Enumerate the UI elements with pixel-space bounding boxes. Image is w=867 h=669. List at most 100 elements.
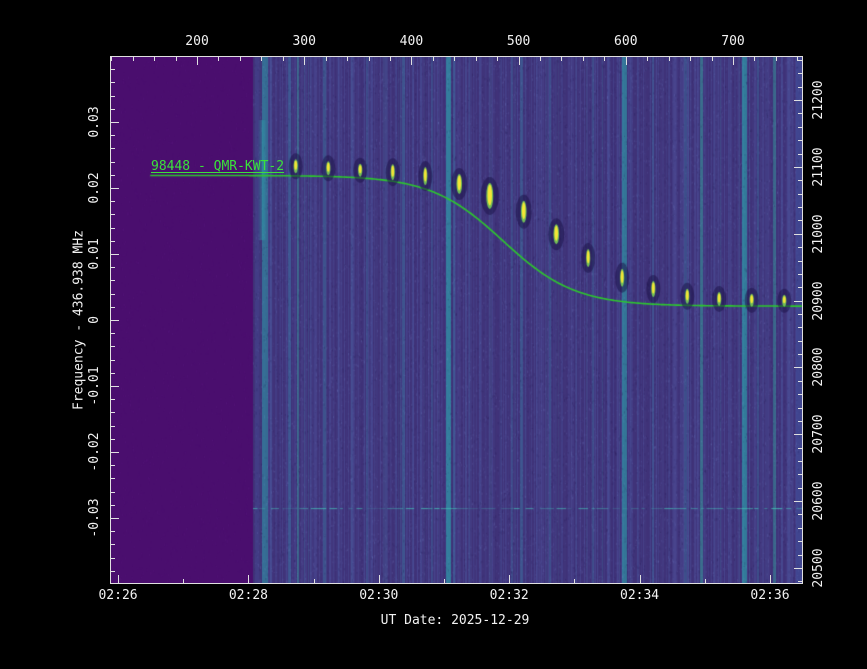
top-axis-minor-tick: [647, 57, 649, 61]
bottom-axis-major-tick: [378, 575, 380, 583]
left-axis-minor-tick: [111, 293, 115, 295]
right-axis-tick-label: 21200: [811, 80, 826, 120]
satellite-label: 98448 - QMR-KWT-2: [151, 159, 285, 174]
bottom-axis-minor-tick: [443, 579, 445, 583]
right-axis-minor-tick: [798, 527, 802, 529]
right-axis-minor-tick: [798, 461, 802, 463]
left-axis-minor-tick: [111, 438, 115, 440]
bottom-axis-tick-label: 02:28: [228, 588, 268, 603]
right-axis-minor-tick: [798, 73, 802, 75]
top-axis-tick-label: 600: [614, 34, 638, 49]
left-axis-minor-tick: [111, 570, 115, 572]
bottom-axis-minor-tick: [704, 579, 706, 583]
top-axis-minor-tick: [497, 57, 499, 61]
bottom-axis-tick-label: 02:34: [619, 588, 660, 603]
x-axis-title: UT Date: 2025-12-29: [380, 613, 530, 628]
top-axis-tick-label: 500: [506, 34, 531, 49]
left-axis-minor-tick: [111, 69, 115, 71]
left-axis-minor-tick: [111, 82, 115, 84]
top-axis-major-tick: [304, 57, 306, 65]
left-axis-tick-label: 0: [87, 316, 102, 324]
left-axis-minor-tick: [111, 95, 115, 97]
top-axis-major-tick: [518, 57, 520, 65]
top-axis-minor-tick: [668, 57, 670, 61]
right-axis-minor-tick: [798, 354, 802, 356]
top-axis-major-tick: [411, 57, 413, 65]
right-axis-minor-tick: [798, 60, 802, 61]
bottom-axis-minor-tick: [183, 579, 185, 583]
left-axis-minor-tick: [111, 214, 115, 216]
bottom-axis-major-tick: [639, 575, 641, 583]
left-axis-minor-tick: [111, 135, 115, 137]
top-axis-tick-label: 400: [399, 34, 424, 49]
left-axis-major-tick: [111, 320, 119, 321]
right-axis-major-tick: [794, 567, 802, 569]
left-axis-minor-tick: [111, 412, 115, 414]
right-axis-tick-label: 20600: [811, 481, 826, 521]
top-axis-tick-label: 200: [185, 34, 209, 49]
right-axis-minor-tick: [798, 487, 802, 489]
top-axis-minor-tick: [389, 57, 391, 61]
top-axis-minor-tick: [754, 57, 756, 61]
top-axis-minor-tick: [690, 57, 692, 61]
right-axis-major-tick: [794, 300, 802, 302]
left-axis-major-tick: [111, 254, 119, 255]
right-axis-minor-tick: [798, 273, 802, 275]
bottom-axis-major-tick: [509, 575, 511, 583]
right-axis-minor-tick: [798, 126, 802, 128]
left-axis-minor-tick: [111, 267, 115, 269]
right-axis-minor-tick: [798, 140, 802, 142]
left-axis-minor-tick: [111, 425, 115, 427]
left-axis-tick-label: -0.03: [87, 498, 102, 538]
top-axis-minor-tick: [325, 57, 327, 61]
top-axis-minor-tick: [454, 57, 456, 61]
left-axis-minor-tick: [111, 399, 115, 401]
left-axis-tick-label: 0.01: [87, 238, 102, 270]
left-axis-minor-tick: [111, 201, 115, 203]
right-axis-minor-tick: [798, 313, 802, 315]
top-axis-minor-tick: [582, 57, 584, 61]
bottom-axis-tick-label: 02:30: [359, 588, 399, 603]
right-axis-minor-tick: [798, 260, 802, 262]
right-axis-minor-tick: [798, 407, 802, 409]
right-axis-minor-tick: [798, 287, 802, 289]
top-axis-minor-tick: [797, 57, 799, 61]
right-axis-minor-tick: [798, 420, 802, 422]
right-axis-minor-tick: [798, 554, 802, 556]
right-axis-major-tick: [794, 501, 802, 503]
top-axis-major-tick: [625, 57, 627, 65]
top-axis-tick-label: 300: [292, 34, 316, 49]
right-axis-minor-tick: [798, 193, 802, 195]
top-axis-minor-tick: [432, 57, 434, 61]
top-axis-minor-tick: [540, 57, 542, 61]
right-axis-minor-tick: [798, 541, 802, 543]
left-axis-major-tick: [111, 518, 119, 519]
right-axis-minor-tick: [798, 380, 802, 382]
right-axis-minor-tick: [798, 340, 802, 342]
right-axis-minor-tick: [798, 220, 802, 222]
left-axis-minor-tick: [111, 333, 115, 335]
left-axis-minor-tick: [111, 465, 115, 467]
spectrogram-plot-area[interactable]: [110, 56, 803, 584]
top-axis-minor-tick: [282, 57, 284, 61]
left-axis-minor-tick: [111, 280, 115, 282]
bottom-axis-major-tick: [248, 575, 250, 583]
top-axis-minor-tick: [368, 57, 370, 61]
left-axis-minor-tick: [111, 544, 115, 546]
top-axis-minor-tick: [475, 57, 477, 61]
right-axis-major-tick: [794, 367, 802, 369]
top-axis-minor-tick: [775, 57, 777, 61]
left-axis-tick-label: -0.01: [87, 366, 102, 406]
bottom-axis-major-tick: [118, 575, 120, 583]
right-axis-minor-tick: [798, 207, 802, 209]
left-axis-minor-tick: [111, 306, 115, 308]
top-axis-minor-tick: [175, 57, 177, 61]
bottom-axis-minor-tick: [574, 579, 576, 583]
left-axis-minor-tick: [111, 372, 115, 374]
top-axis-minor-tick: [261, 57, 263, 61]
top-axis-minor-tick: [239, 57, 241, 61]
right-axis-tick-label: 21000: [811, 214, 826, 254]
left-axis-minor-tick: [111, 359, 115, 361]
right-axis-minor-tick: [798, 327, 802, 329]
